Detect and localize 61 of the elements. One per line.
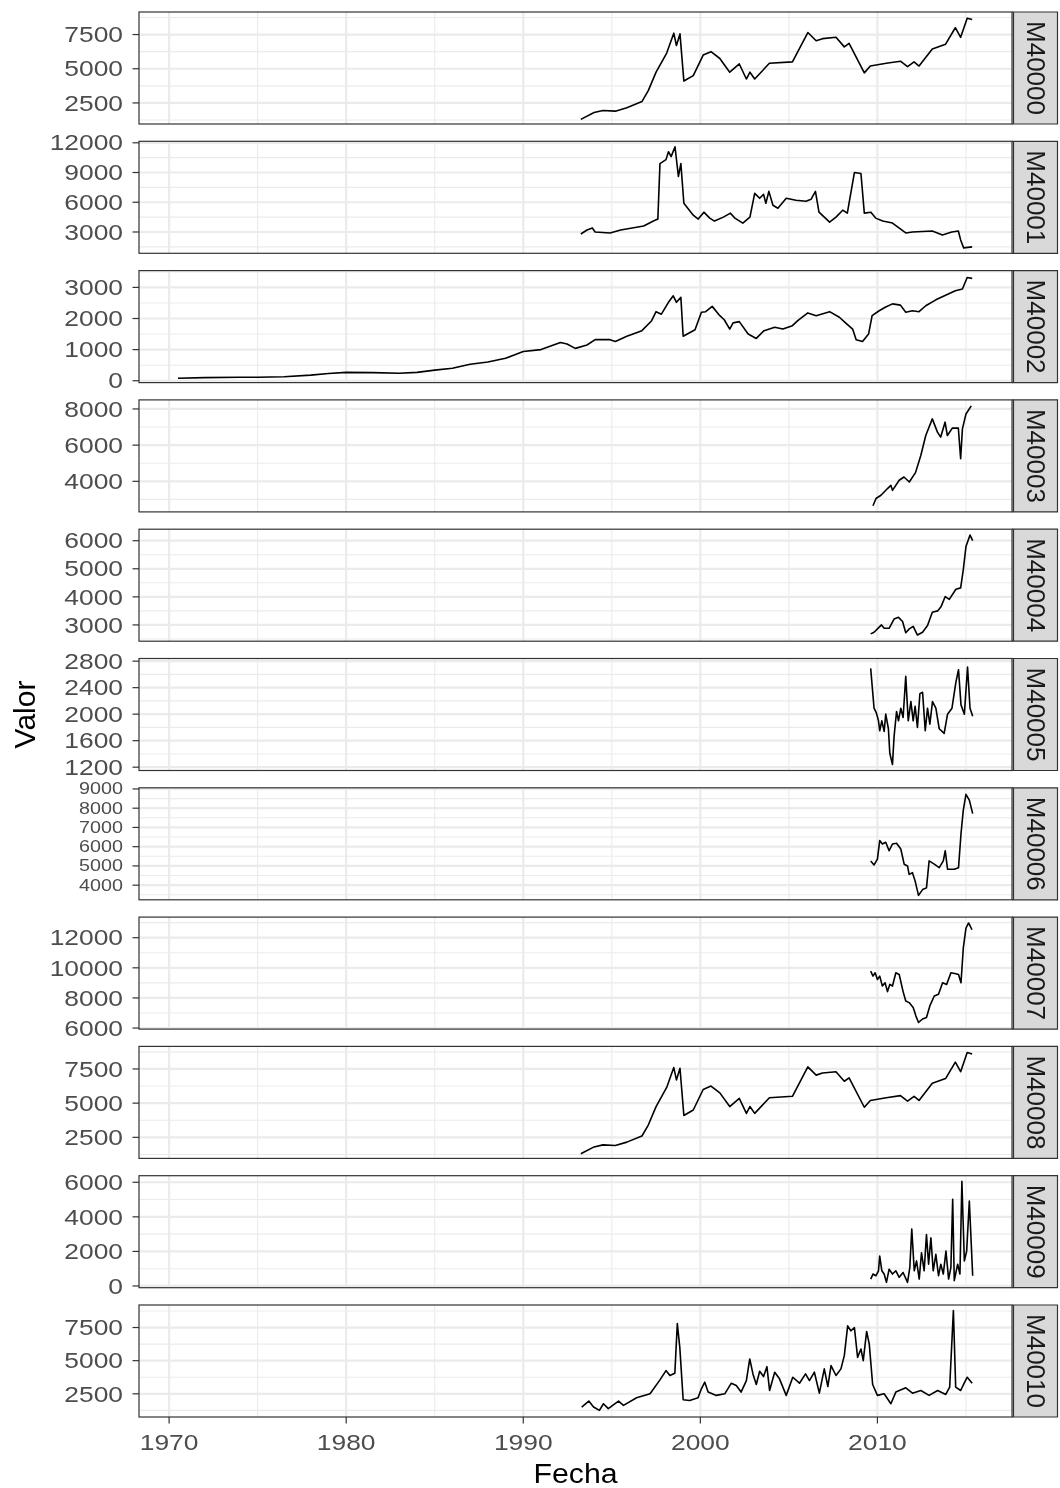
y-axis-title: Valor (7, 680, 40, 749)
y-tick-label: 9000 (64, 160, 123, 185)
y-tick-label: 6000 (64, 528, 123, 553)
y-tick-label: 3000 (64, 275, 123, 300)
x-tick-label: 1990 (493, 1429, 553, 1455)
y-tick-label: 4000 (64, 1204, 123, 1230)
y-tick-label: 2500 (64, 1125, 123, 1150)
y-tick-label: 5000 (64, 1090, 123, 1116)
y-tick-label: 5000 (64, 1348, 123, 1373)
x-axis-title: Fecha (533, 1458, 619, 1488)
y-tick-label: 2800 (64, 648, 123, 674)
y-tick-label: 2000 (64, 701, 123, 727)
y-tick-label: 6000 (64, 1015, 123, 1041)
y-tick-label: 5000 (64, 556, 123, 581)
text: M40005 (1020, 667, 1051, 762)
y-tick-label: 0 (108, 1273, 123, 1299)
y-tick-label: 6000 (64, 432, 123, 458)
y-tick-label: 3000 (64, 219, 123, 245)
x-tick-label: 2000 (670, 1429, 730, 1455)
y-tick-label: 12000 (49, 925, 123, 950)
y-tick-label: 1200 (64, 754, 123, 780)
y-tick-label: 10000 (49, 955, 123, 981)
y-tick-label: 5000 (64, 56, 123, 81)
y-tick-label: 6000 (79, 837, 123, 856)
text: M40002 (1020, 279, 1051, 374)
text: M40001 (1020, 150, 1051, 245)
y-tick-label: 2500 (64, 1381, 123, 1407)
x-tick-label: 2010 (848, 1429, 907, 1455)
y-tick-label: 7500 (64, 1056, 123, 1082)
x-tick-label: 1980 (316, 1429, 376, 1455)
y-tick-label: 2000 (64, 306, 123, 331)
text: M40003 (1020, 408, 1051, 503)
text: M40000 (1020, 21, 1051, 115)
y-tick-label: 4000 (64, 584, 123, 610)
text: M40004 (1020, 538, 1051, 633)
text: M40007 (1020, 926, 1051, 1021)
y-tick-label: 7000 (79, 818, 123, 837)
y-tick-label: 3000 (64, 612, 123, 638)
text: M40008 (1020, 1055, 1051, 1150)
y-tick-label: 1000 (64, 337, 123, 362)
y-tick-label: 8000 (79, 799, 123, 818)
y-tick-label: 0 (108, 368, 123, 393)
y-tick-label: 9000 (79, 779, 123, 799)
y-tick-label: 2500 (64, 90, 123, 116)
y-tick-label: 12000 (49, 130, 123, 156)
y-tick-label: 1600 (64, 728, 123, 753)
y-tick-label: 6000 (64, 190, 123, 215)
y-tick-label: 2400 (64, 675, 123, 700)
text: M40009 (1020, 1184, 1051, 1279)
y-tick-label: 8000 (64, 985, 123, 1011)
y-tick-label: 7500 (64, 22, 123, 47)
y-tick-label: 7500 (64, 1315, 123, 1340)
text: M40006 (1020, 796, 1051, 891)
y-tick-label: 5000 (79, 856, 123, 875)
y-tick-label: 2000 (64, 1239, 123, 1264)
x-tick-label: 1970 (139, 1429, 199, 1455)
y-tick-label: 4000 (64, 469, 123, 494)
y-tick-label: 6000 (64, 1170, 123, 1195)
text: M40010 (1020, 1314, 1051, 1408)
y-tick-label: 8000 (64, 396, 123, 422)
y-tick-label: 4000 (79, 876, 123, 895)
